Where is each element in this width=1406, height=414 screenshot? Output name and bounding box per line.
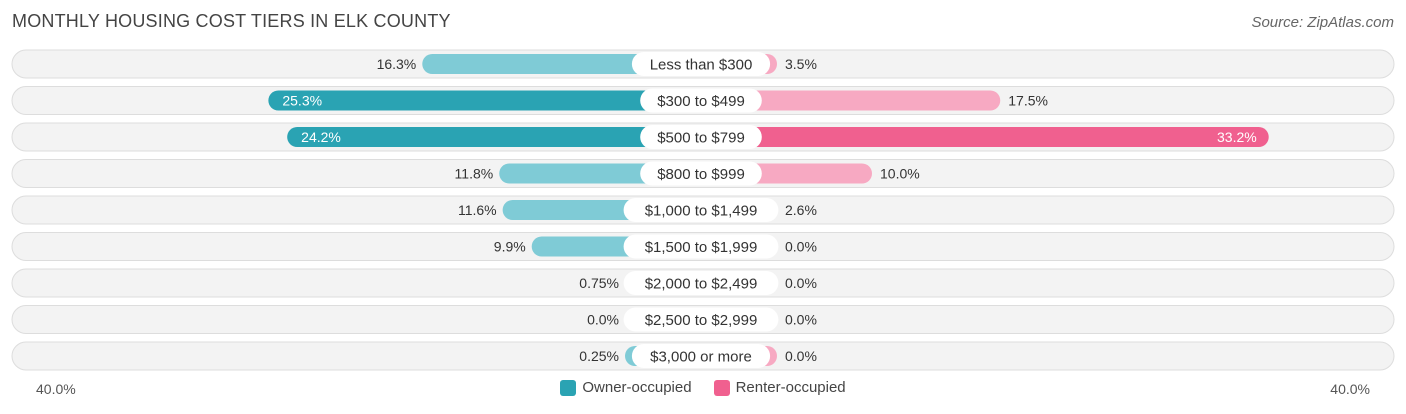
value-label-renter: 0.0% — [785, 239, 817, 255]
bar-renter — [701, 90, 1001, 111]
value-label-renter: 33.2% — [1217, 129, 1257, 145]
value-label-renter: 17.5% — [1008, 93, 1048, 109]
axis-left-label: 40.0% — [36, 381, 76, 397]
category-label: $2,000 to $2,499 — [645, 276, 758, 293]
category-label-bg — [640, 88, 762, 113]
legend-label-renter: Renter-occupied — [735, 379, 846, 396]
category-label-bg — [623, 234, 779, 259]
value-label-owner: 25.3% — [282, 93, 322, 109]
category-label-bg — [640, 161, 762, 186]
bar-renter — [701, 127, 1269, 147]
bar-owner — [422, 54, 701, 74]
legend-label-owner: Owner-occupied — [582, 379, 692, 396]
value-label-renter: 0.0% — [785, 348, 817, 364]
category-label: $1,000 to $1,499 — [645, 203, 758, 220]
value-label-owner: 11.8% — [455, 166, 494, 182]
category-label: $2,500 to $2,999 — [645, 312, 758, 329]
value-label-owner: 24.2% — [301, 129, 341, 145]
legend-item-renter: Renter-occupied — [713, 379, 846, 396]
chart-source: Source: ZipAtlas.com — [1251, 14, 1394, 31]
value-label-renter: 3.5% — [785, 56, 817, 72]
category-label-bg — [631, 52, 771, 76]
category-label-bg — [623, 271, 779, 295]
category-label-bg — [640, 125, 762, 149]
value-label-owner: 9.9% — [494, 239, 526, 255]
axis-right-label: 40.0% — [1330, 381, 1370, 397]
legend-swatch-owner — [560, 379, 577, 396]
category-label: $500 to $799 — [657, 130, 745, 147]
value-label-owner: 16.3% — [377, 56, 417, 72]
value-label-owner: 0.75% — [579, 275, 619, 291]
value-label-renter: 0.0% — [785, 312, 817, 328]
category-label-bg — [631, 344, 771, 368]
category-label: $1,500 to $1,999 — [645, 239, 758, 256]
category-label: $800 to $999 — [657, 166, 745, 183]
value-label-renter: 10.0% — [880, 166, 920, 182]
category-label: $3,000 or more — [650, 349, 752, 366]
chart-title: MONTHLY HOUSING COST TIERS IN ELK COUNTY — [12, 11, 451, 31]
chart-legend: Owner-occupied Renter-occupied — [0, 379, 1406, 396]
legend-item-owner: Owner-occupied — [560, 379, 692, 396]
bar-owner — [268, 90, 701, 111]
value-label-renter: 2.6% — [785, 202, 817, 218]
value-label-owner: 11.6% — [458, 202, 497, 218]
category-label: $300 to $499 — [657, 93, 745, 110]
value-label-owner: 0.25% — [579, 348, 619, 364]
category-label-bg — [623, 198, 779, 222]
category-label: Less than $300 — [650, 57, 753, 74]
legend-swatch-renter — [713, 379, 730, 396]
bar-owner — [287, 127, 701, 147]
category-label-bg — [623, 307, 779, 332]
value-label-owner: 0.0% — [587, 312, 619, 328]
value-label-renter: 0.0% — [785, 275, 817, 291]
